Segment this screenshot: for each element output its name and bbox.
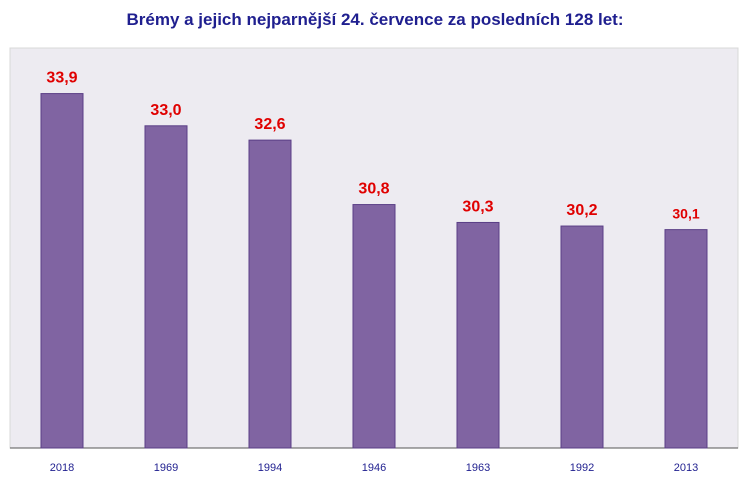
x-tick-label-2018: 2018 [50, 462, 74, 474]
bar-2013 [664, 229, 708, 449]
value-label-1963: 30,3 [462, 198, 493, 215]
chart-title: Brémy a jejich nejparnější 24. července … [126, 10, 624, 29]
x-tick-label-2013: 2013 [674, 462, 698, 474]
bar-1969 [144, 125, 188, 449]
value-label-1994: 32,6 [254, 116, 285, 133]
value-label-2018: 33,9 [46, 70, 77, 87]
bar-2018 [40, 93, 84, 449]
value-label-2013: 30,1 [672, 206, 699, 222]
x-tick-label-1969: 1969 [154, 462, 178, 474]
x-tick-label-1963: 1963 [466, 462, 490, 474]
value-label-1946: 30,8 [358, 181, 389, 198]
value-label-1992: 30,2 [566, 202, 597, 219]
x-tick-label-1994: 1994 [258, 462, 282, 474]
x-tick-label-1946: 1946 [362, 462, 386, 474]
x-tick-label-1992: 1992 [570, 462, 594, 474]
bar-1994 [248, 139, 292, 449]
value-label-1969: 33,0 [150, 102, 181, 119]
bar-1992 [560, 225, 604, 449]
bar-1963 [456, 221, 500, 449]
bar-1946 [352, 204, 396, 449]
